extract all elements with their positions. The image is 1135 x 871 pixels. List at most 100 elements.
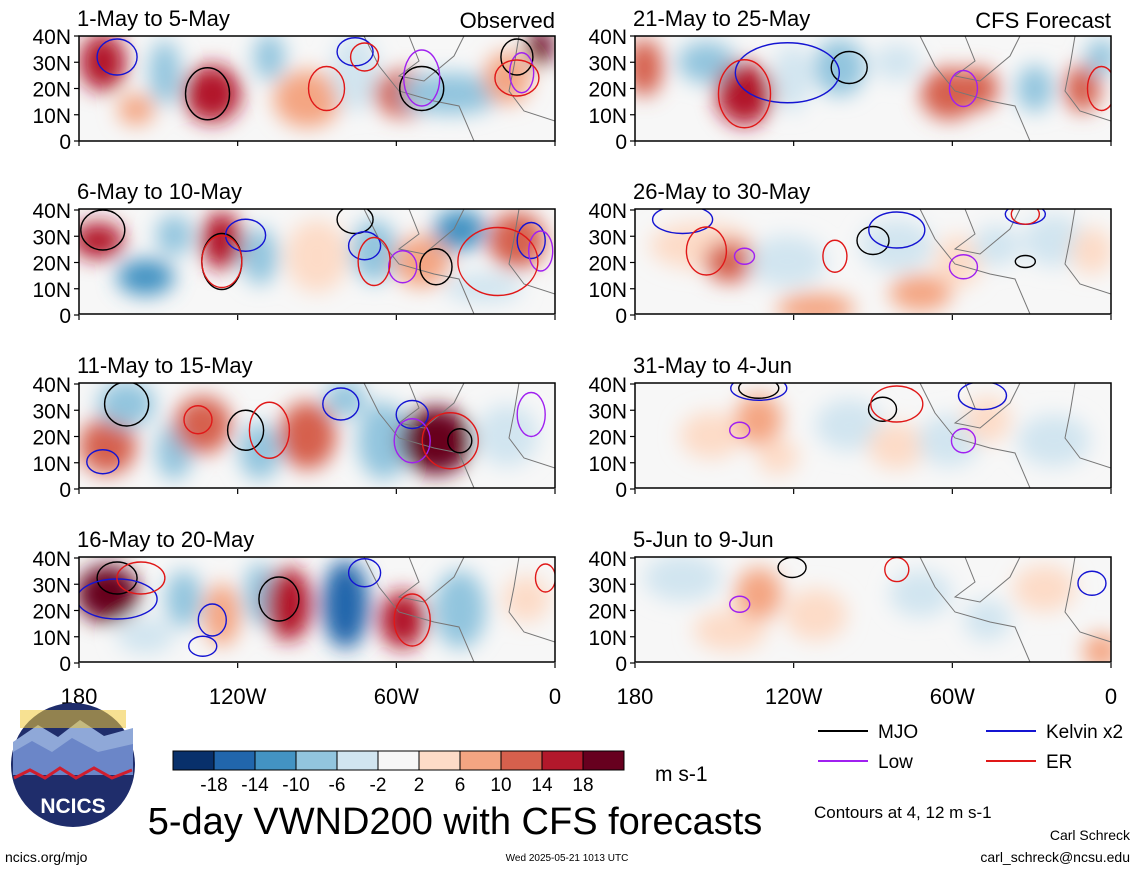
anomaly-shade: [79, 222, 125, 259]
lat-tick-label: 20N: [32, 427, 71, 450]
anomaly-shade: [117, 93, 155, 126]
anomaly-shade: [239, 422, 281, 480]
coastline-americas: [919, 209, 1031, 314]
panel-frame: [78, 382, 556, 489]
colorbar-tick-label: 6: [455, 775, 466, 796]
wave-contour: [500, 38, 534, 76]
colorbar-swatch: [172, 750, 215, 771]
lon-tick-label: 60W: [930, 684, 975, 709]
colorbar-tick-label: -6: [329, 775, 346, 796]
colorbar-swatch: [254, 750, 297, 771]
author-name: Carl Schreck: [1050, 827, 1131, 843]
map-panel: 0 10N 20N 30N 40N 31-May to 4-Jun: [588, 353, 1112, 502]
anomaly-shade: [748, 235, 827, 288]
longitude-axis: 180 120W 60W 0 180 120W 60W 0: [61, 684, 1117, 709]
lat-tick-label: 30N: [588, 574, 627, 597]
lon-tick-label: 120W: [209, 684, 267, 709]
lat-tick-label: 30N: [32, 574, 71, 597]
wave-contour: [336, 209, 374, 235]
anomaly-shade: [241, 227, 279, 285]
lat-tick-label: 40N: [32, 26, 71, 49]
legend-label: MJO: [878, 722, 918, 743]
lat-tick-label: 10N: [32, 279, 71, 302]
anomaly-shade: [399, 406, 473, 475]
colorbar-tick-label: 18: [572, 775, 593, 796]
anomaly-shade: [868, 422, 926, 470]
legend-label: Kelvin x2: [1046, 722, 1123, 743]
lat-tick-label: 30N: [588, 52, 627, 75]
anomaly-shade: [278, 401, 337, 470]
lat-tick-label: 30N: [32, 52, 71, 75]
anomaly-shade: [433, 209, 486, 251]
anomaly-shade: [324, 383, 367, 417]
lat-tick-label: 20N: [588, 427, 627, 450]
lon-tick-label: 180: [617, 684, 654, 709]
coastline-northamerica: [953, 209, 1021, 255]
colorbar-tick-label: 14: [531, 775, 553, 796]
anomaly-shade: [253, 36, 285, 81]
anomaly-shade: [784, 588, 848, 641]
lat-tick-label: 0: [615, 305, 627, 328]
wave-contour: [870, 385, 924, 423]
anomaly-shade: [1017, 414, 1091, 467]
colorbar-tick-label: 10: [490, 775, 511, 796]
lat-tick-label: 10N: [32, 627, 71, 650]
wave-contour: [258, 576, 300, 622]
lat-tick-label: 30N: [588, 400, 627, 423]
author-email[interactable]: carl_schreck@ncsu.edu: [980, 849, 1130, 865]
wave-contour: [957, 383, 1008, 411]
lat-tick-label: 10N: [32, 105, 71, 128]
panel-frame: [78, 208, 556, 315]
wave-contour: [867, 396, 898, 422]
anomaly-shade: [357, 401, 410, 480]
lat-tick-label: 0: [615, 479, 627, 502]
lat-tick-label: 40N: [588, 26, 627, 49]
lat-tick-label: 20N: [588, 79, 627, 102]
contour-note: Contours at 4, 12 m s-1: [814, 803, 992, 822]
wave-contour: [856, 225, 890, 256]
lat-tick-label: 0: [59, 305, 71, 328]
lon-tick-label: 120W: [765, 684, 823, 709]
wave-contour: [387, 250, 418, 284]
panel-frame: [78, 556, 556, 663]
lat-tick-label: 40N: [32, 548, 71, 571]
anomaly-shade: [735, 567, 783, 620]
coastline-africa: [1064, 557, 1111, 643]
anomaly-shade: [476, 404, 539, 467]
anomaly-shade: [735, 393, 783, 446]
coastline-northamerica: [397, 383, 465, 429]
lat-tick-label: 30N: [32, 400, 71, 423]
coastline-northamerica: [397, 209, 465, 255]
lat-tick-label: 10N: [588, 105, 627, 128]
wave-contour: [96, 561, 138, 595]
wave-contour: [201, 234, 243, 289]
colorbar-tick-label: 2: [414, 775, 425, 796]
anomaly-shade: [156, 214, 193, 257]
anomaly-shade: [757, 438, 799, 475]
wave-contour: [248, 401, 291, 459]
panel-period: 1-May to 5-May: [77, 6, 230, 31]
wave-contour: [830, 50, 868, 85]
anomaly-shade: [873, 44, 921, 81]
wave-contour: [738, 383, 780, 399]
anomaly-shade: [860, 219, 934, 272]
anomaly-shade: [677, 41, 736, 84]
anomaly-shade: [503, 575, 550, 623]
wave-contour: [822, 239, 848, 273]
anomaly-shade: [183, 65, 241, 123]
anomaly-shade: [643, 557, 722, 602]
lat-tick-label: 0: [59, 131, 71, 154]
legend: MJO Kelvin x2 Low ER: [818, 722, 1123, 773]
wave-contour: [717, 59, 772, 129]
coastline-africa: [508, 557, 555, 643]
anomaly-shade: [776, 293, 855, 314]
anomaly-shade: [79, 565, 139, 623]
anomaly-shade: [773, 44, 811, 112]
wave-contour: [1077, 570, 1107, 596]
site-link[interactable]: ncics.org/mjo: [5, 849, 88, 865]
wave-contour: [197, 603, 227, 637]
colorbar-swatch: [582, 750, 625, 771]
lat-tick-label: 0: [59, 479, 71, 502]
lat-tick-label: 40N: [588, 200, 627, 223]
wave-contour: [651, 209, 714, 235]
